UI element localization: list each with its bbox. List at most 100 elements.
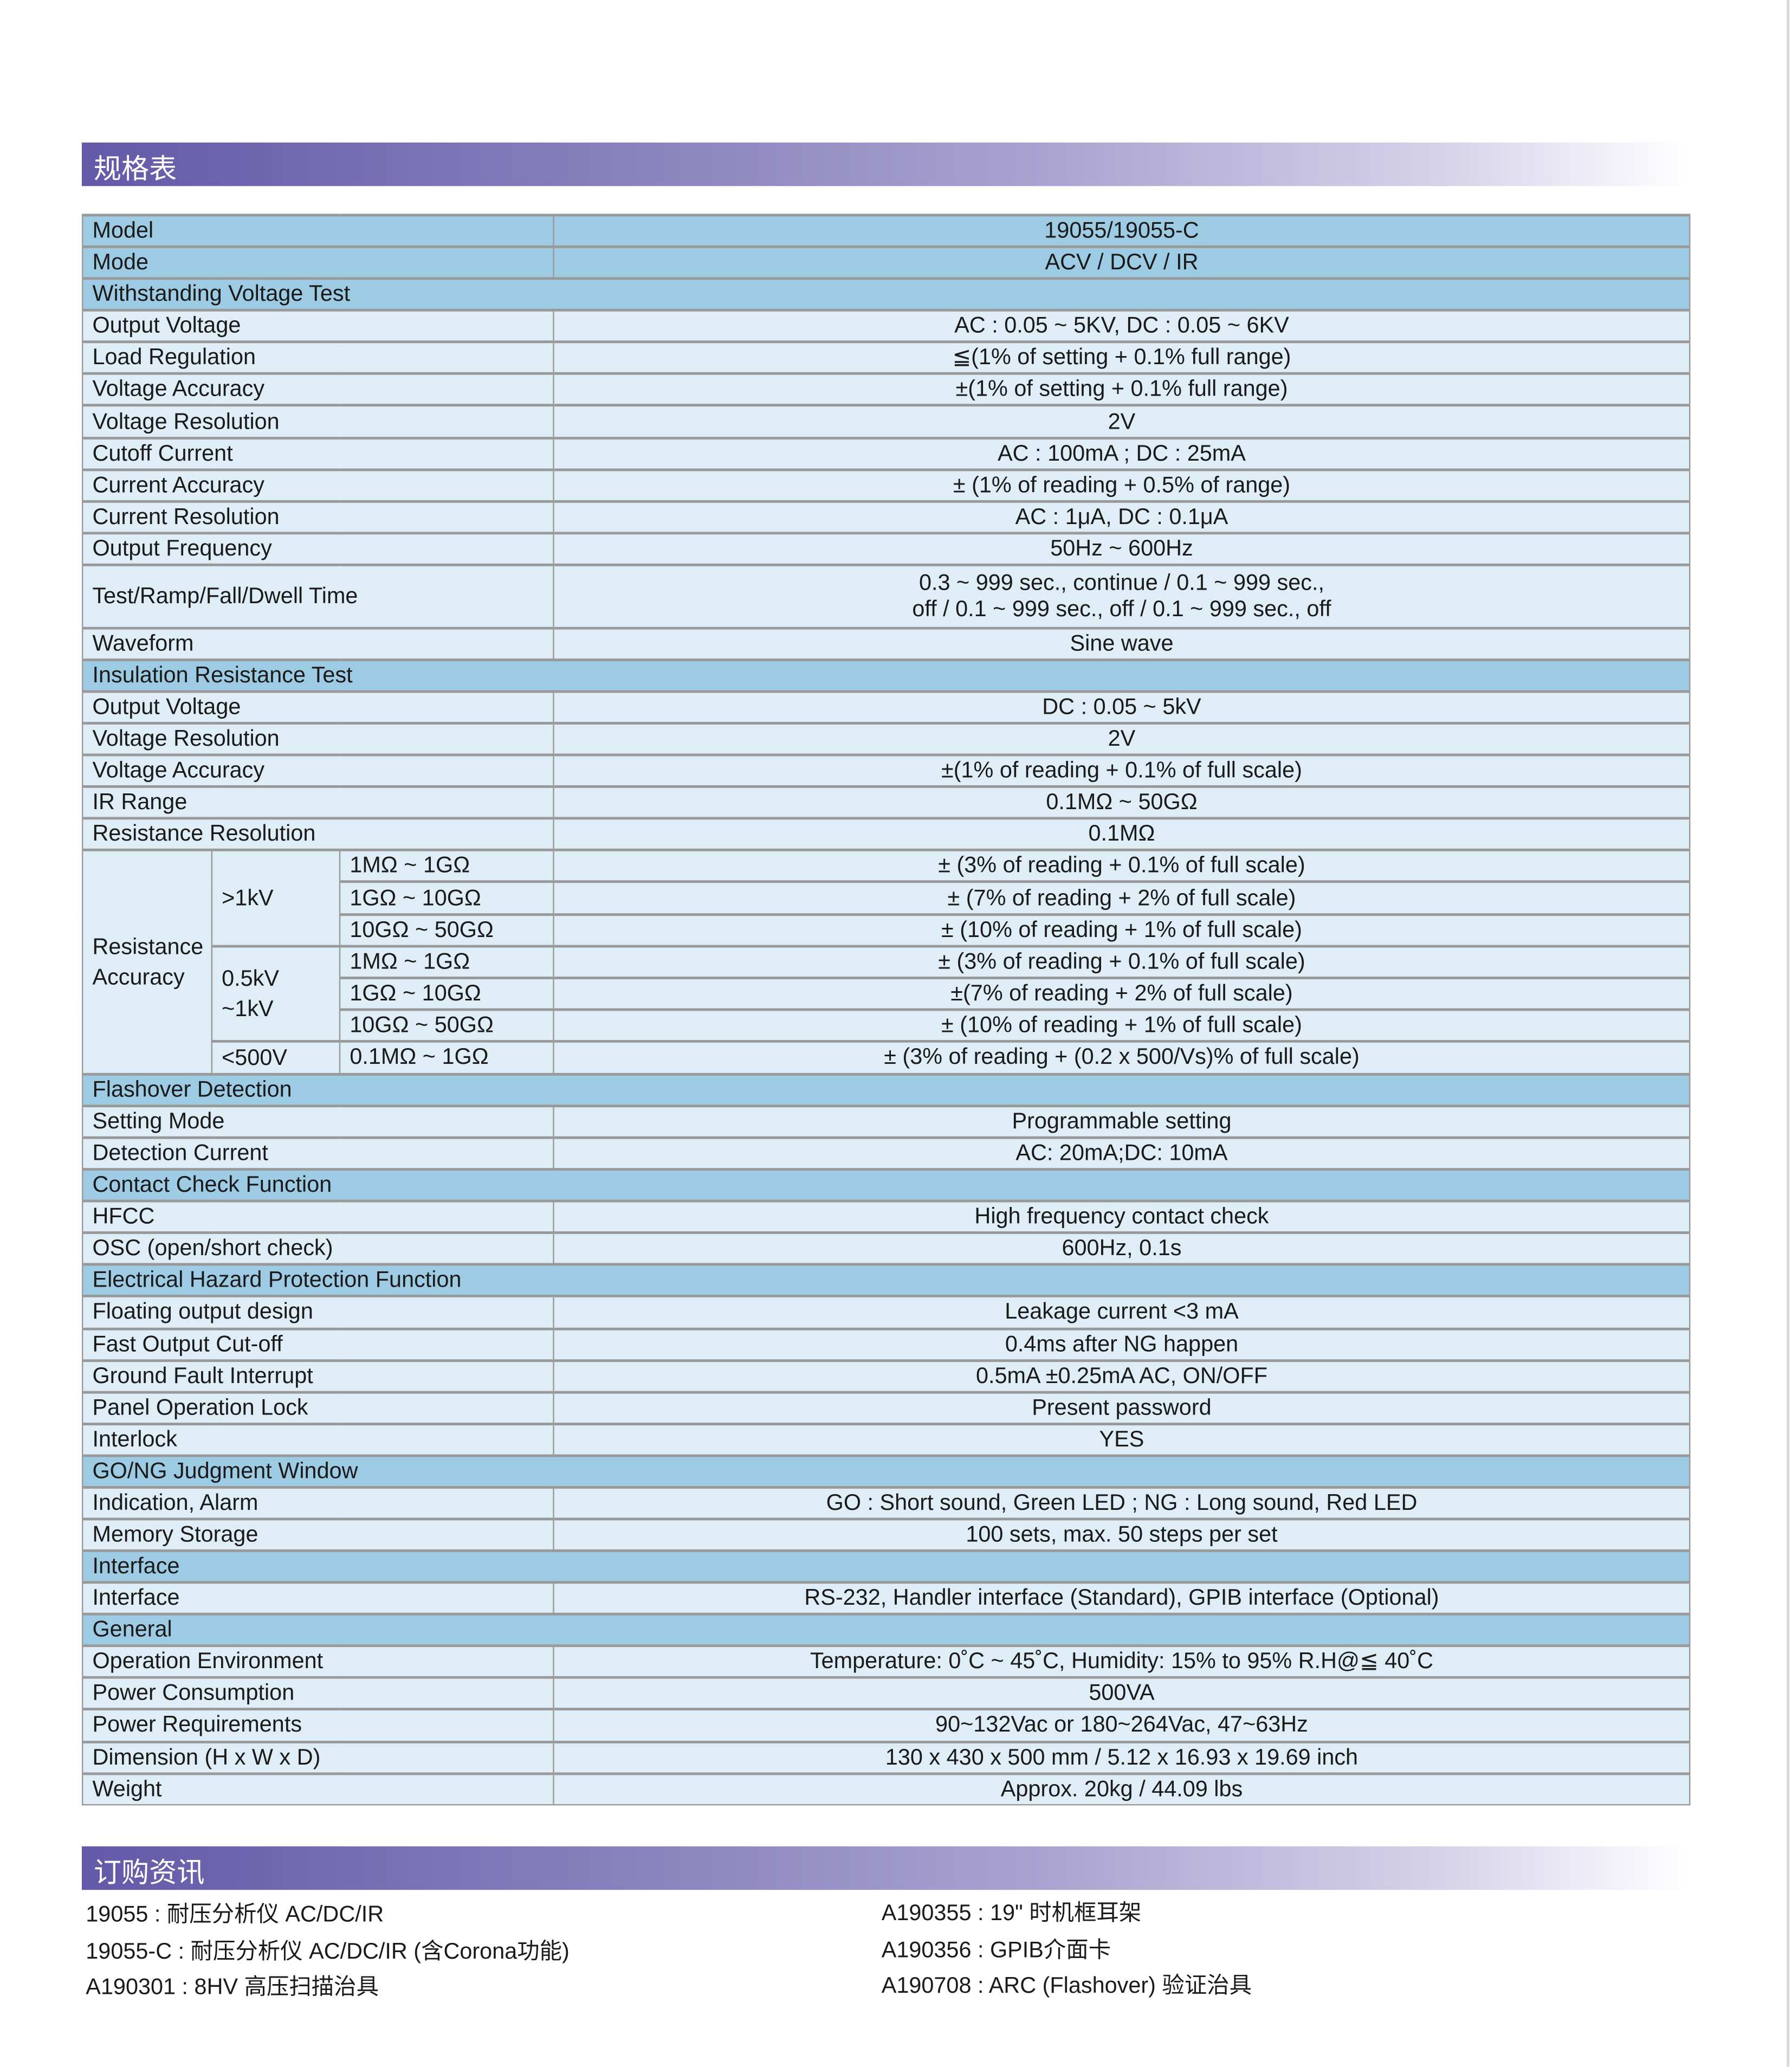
table-row: Voltage Accuracy ±(1% of setting + 0.1% f… (81, 372, 1691, 406)
spec-value-text: Approx. 20kg / 44.09 lbs (1000, 1775, 1243, 1801)
spec-value: ±(1% of reading + 0.1% of full scale) (553, 753, 1691, 788)
accuracy-value: ± (3% of reading + 0.1% of full scale) (553, 944, 1691, 979)
range-text: 0.1MΩ ~ 1GΩ (350, 1044, 489, 1070)
spec-label-text: Memory Storage (92, 1521, 258, 1547)
resistance-range: 1GΩ ~ 10GΩ (339, 976, 554, 1010)
spec-label: Voltage Resolution (81, 404, 554, 438)
spec-label-text: Output Voltage (92, 313, 241, 339)
range-text: 10GΩ ~ 50GΩ (350, 916, 494, 942)
accuracy-text: ± (3% of reading + 0.1% of full scale) (938, 853, 1305, 879)
table-row: Power Consumption 500VA (81, 1676, 1691, 1710)
ordering-title: 订购资讯 (93, 1858, 205, 1889)
section-header-row: Contact Check Function (81, 1168, 1691, 1202)
accuracy-text: ± (3% of reading + 0.1% of full scale) (938, 948, 1305, 974)
ordering-list-right: A190355 : 19" 时机框耳架 A190356 : GPIB介面卡 A190… (882, 1895, 1252, 2004)
resistance-range: 1MΩ ~ 1GΩ (339, 944, 554, 979)
voltage-text: ~1kV (222, 996, 274, 1022)
spec-section-banner: 规格表 (81, 143, 1690, 186)
spec-label-text: Interface (92, 1585, 180, 1611)
spec-label-text: Floating output design (92, 1299, 313, 1325)
spec-label: Panel Operation Lock (81, 1390, 554, 1425)
table-row: OSC (open/short check) 600Hz, 0.1s (81, 1231, 1691, 1265)
table-row: Dimension (H x W x D) 130 x 430 x 500 mm … (81, 1740, 1691, 1774)
spec-label-text: Voltage Resolution (92, 726, 280, 751)
section-title-text: Electrical Hazard Protection Function (92, 1267, 462, 1293)
spec-label: Memory Storage (81, 1517, 554, 1552)
section-header-row: Withstanding Voltage Test (81, 277, 1691, 312)
spec-value: 0.4ms after NG happen (553, 1327, 1691, 1361)
spec-label: Ground Fault Interrupt (81, 1359, 554, 1393)
spec-label: Load Regulation (81, 341, 554, 375)
spec-label-text: Voltage Accuracy (92, 758, 265, 783)
accuracy-text: ± (7% of reading + 2% of full scale) (947, 884, 1296, 910)
spec-value-text: GO : Short sound, Green LED ; NG : Long … (826, 1490, 1418, 1515)
spec-label: Detection Current (81, 1136, 554, 1171)
spec-value-text: 100 sets, max. 50 steps per set (966, 1521, 1278, 1547)
ordering-item: 19055-C : 耐压分析仪 AC/DC/IR (含Corona功能) (86, 1938, 570, 1963)
spec-label: Operation Environment (81, 1644, 554, 1679)
spec-value-text: RS-232, Handler interface (Standard), GP… (804, 1585, 1439, 1611)
spec-value: 0.3 ~ 999 sec., continue / 0.1 ~ 999 sec… (553, 563, 1691, 629)
spec-value-text: 0.5mA ±0.25mA AC, ON/OFF (975, 1362, 1268, 1388)
spec-value-text: AC : 1μA, DC : 0.1μA (1015, 503, 1228, 529)
spec-value: 500VA (553, 1676, 1691, 1710)
page-edge-divider (1787, 0, 1790, 2067)
table-row: Resistance Resolution 0.1MΩ (81, 817, 1691, 851)
spec-value: 90~132Vac or 180~264Vac, 47~63Hz (553, 1708, 1691, 1742)
spec-label: Voltage Accuracy (81, 753, 554, 788)
spec-table: Model 19055/19055-C Mode ACV / DCV / IR With… (81, 214, 1691, 1805)
table-row: Detection Current AC: 20mA;DC: 10mA (81, 1136, 1691, 1171)
spec-label: Power Consumption (81, 1676, 554, 1710)
table-row: Output Voltage AC : 0.05 ~ 5KV, DC : 0.05… (81, 309, 1691, 343)
test-voltage-range: 0.5kV ~1kV (211, 944, 341, 1042)
ordering-list-left: 19055 : 耐压分析仪 AC/DC/IR 19055-C : 耐压分析仪 AC… (86, 1896, 570, 2005)
table-row: Memory Storage 100 sets, max. 50 steps pe… (81, 1517, 1691, 1552)
spec-label-text: Fast Output Cut-off (92, 1330, 283, 1357)
table-row: Indication, Alarm GO : Short sound, Green… (81, 1485, 1691, 1520)
spec-value-text: 50Hz ~ 600Hz (1050, 535, 1193, 561)
table-row: Current Accuracy ± (1% of reading + 0.5% … (81, 468, 1691, 502)
spec-value-text: AC : 100mA ; DC : 25mA (998, 440, 1246, 466)
spec-label: Fast Output Cut-off (81, 1327, 554, 1361)
table-row: Load Regulation ≦(1% of setting + 0.1% fu… (81, 341, 1691, 375)
accuracy-value: ± (3% of reading + 0.1% of full scale) (553, 849, 1691, 883)
spec-label-text: Setting Mode (92, 1108, 225, 1134)
resistance-accuracy-row: 0.5kV ~1kV 1MΩ ~ 1GΩ ± (3% of reading + 0.1… (82, 944, 1691, 1042)
spec-value-text: AC : 0.05 ~ 5KV, DC : 0.05 ~ 6KV (954, 313, 1289, 339)
resistance-range: 10GΩ ~ 50GΩ (339, 1007, 554, 1042)
spec-value: AC : 1μA, DC : 0.1μA (553, 500, 1691, 534)
table-row: Fast Output Cut-off 0.4ms after NG happen (81, 1327, 1691, 1361)
spec-value: AC : 100mA ; DC : 25mA (553, 436, 1691, 470)
spec-label: Output Voltage (81, 309, 554, 343)
spec-value-text: 19055/19055-C (1044, 217, 1199, 243)
section-title: Contact Check Function (81, 1168, 1691, 1202)
table-row: Voltage Resolution 2V (81, 404, 1691, 438)
spec-value: 0.5mA ±0.25mA AC, ON/OFF (553, 1359, 1691, 1393)
test-voltage-range: >1kV (211, 849, 341, 947)
spec-value-text: YES (1099, 1426, 1144, 1452)
resistance-accuracy-row: 10GΩ ~ 50GΩ ± (10% of reading + 1% of ful… (82, 913, 1691, 947)
table-row: Output Frequency 50Hz ~ 600Hz (81, 531, 1691, 566)
resistance-accuracy-row: Resistance Accuracy >1kV 1MΩ ~ 1GΩ ± (3% of … (81, 849, 1691, 1075)
range-text: 1MΩ ~ 1GΩ (350, 948, 470, 974)
section-title-text: GO/NG Judgment Window (92, 1458, 358, 1483)
accuracy-value: ± (10% of reading + 1% of full scale) (553, 1007, 1691, 1042)
spec-label-text: Weight (92, 1775, 162, 1801)
section-header-row: GO/NG Judgment Window (81, 1454, 1691, 1488)
spec-value-text: ACV / DCV / IR (1045, 249, 1199, 275)
resistance-accuracy-row: 1GΩ ~ 10GΩ ± (7% of reading + 2% of full … (82, 881, 1691, 915)
spec-label-text: Output Frequency (92, 535, 272, 561)
table-row: Setting Mode Programmable setting (81, 1104, 1691, 1139)
spec-value: Approx. 20kg / 44.09 lbs (553, 1772, 1691, 1805)
table-row: Current Resolution AC : 1μA, DC : 0.1μA (81, 500, 1691, 534)
spec-label-text: Resistance Resolution (92, 821, 316, 847)
accuracy-text: ± (3% of reading + (0.2 x 500/Vs)% of fu… (884, 1044, 1360, 1070)
table-row: Test/Ramp/Fall/Dwell Time 0.3 ~ 999 sec.,… (81, 563, 1691, 629)
spec-value-text: DC : 0.05 ~ 5kV (1042, 694, 1201, 720)
spec-label: HFCC (81, 1200, 554, 1234)
table-row: Interface RS-232, Handler interface (Stan… (81, 1581, 1691, 1615)
accuracy-text: ± (10% of reading + 1% of full scale) (941, 916, 1302, 942)
section-header-row: Flashover Detection (81, 1073, 1691, 1107)
ordering-item: A190301 : 8HV 高压扫描治具 (86, 1974, 379, 2000)
spec-value-text: 2V (1108, 408, 1136, 434)
